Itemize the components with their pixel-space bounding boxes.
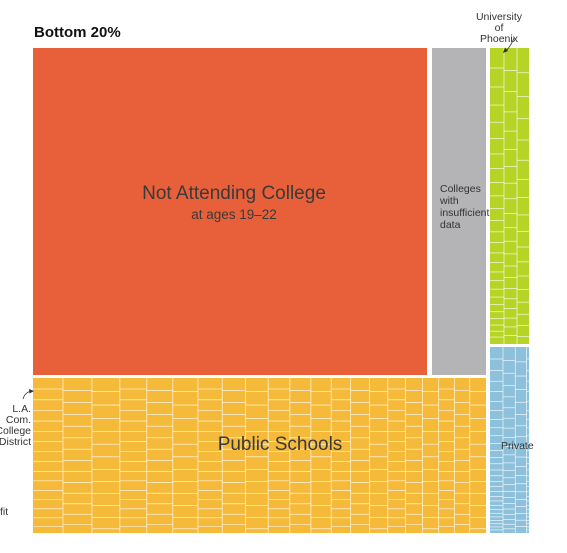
private-block — [490, 347, 529, 533]
not-attending-label: Not Attending College — [142, 183, 326, 204]
private-block-bg — [490, 347, 529, 533]
not-attending-sublabel: at ages 19–22 — [191, 207, 277, 222]
la-annotation-line: Com. — [6, 414, 31, 426]
phoenix-annotation-line: Phoenix — [480, 33, 519, 45]
insufficient-data-label-line: insufficient — [440, 207, 490, 219]
public-schools-block-bg — [33, 378, 486, 533]
la-annotation-line: College — [0, 425, 31, 437]
la-community-college-annotation: L.A.Com.CollegeDistrict — [0, 403, 31, 448]
insufficient-data-label-line: Colleges — [440, 183, 481, 195]
public-schools-label: Public Schools — [218, 434, 343, 455]
la-annotation-line: L.A. — [12, 403, 31, 415]
phoenix-arrowhead-icon — [503, 47, 508, 53]
public-schools-block — [33, 378, 486, 533]
insufficient-data-label-line: data — [440, 219, 461, 231]
cell-grid-layer — [33, 48, 529, 533]
la-annotation-line: District — [0, 436, 31, 448]
chart-title: Bottom 20% — [34, 24, 121, 41]
not-attending-block — [33, 48, 427, 375]
for-profit-edge-label: fit — [0, 506, 8, 518]
insufficient-data-label-line: with — [439, 195, 459, 207]
for-profit-block — [490, 48, 529, 344]
insufficient-data-block — [432, 48, 486, 375]
phoenix-annotation-line: of — [495, 22, 504, 34]
private-label: Private — [501, 440, 534, 452]
la-arrowhead-icon — [29, 389, 34, 394]
phoenix-annotation-line: University — [476, 11, 523, 23]
